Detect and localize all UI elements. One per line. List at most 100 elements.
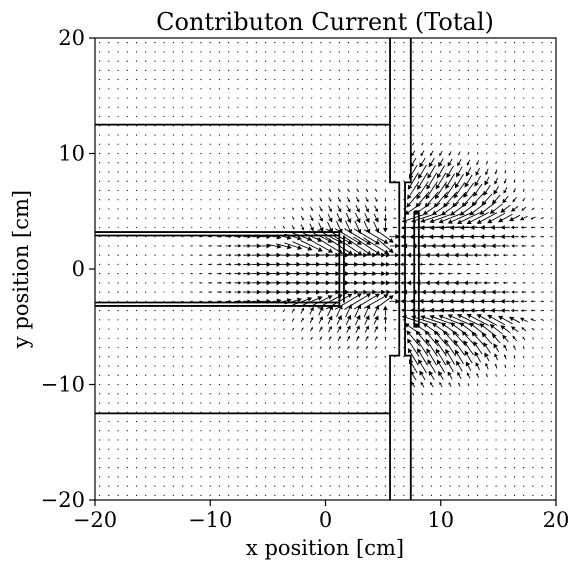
vector-arrow bbox=[403, 420, 405, 423]
vector-arrow bbox=[485, 168, 489, 176]
vector-arrow bbox=[283, 88, 285, 90]
vector-arrow bbox=[237, 115, 239, 118]
vector-arrow bbox=[135, 189, 138, 192]
vector-arrow bbox=[237, 189, 239, 192]
vector-arrow bbox=[108, 106, 110, 108]
vector-arrow bbox=[412, 402, 414, 404]
vector-arrow bbox=[218, 476, 221, 478]
vector-arrow bbox=[228, 356, 230, 358]
vector-arrow bbox=[99, 383, 101, 386]
vector-arrow bbox=[172, 115, 174, 118]
vector-arrow bbox=[389, 298, 400, 304]
vector-arrow bbox=[99, 393, 101, 395]
vector-arrow bbox=[392, 309, 397, 312]
vector-arrow bbox=[513, 69, 516, 71]
vector-arrow bbox=[163, 115, 165, 118]
vector-arrow bbox=[135, 97, 138, 99]
vector-arrow bbox=[384, 402, 387, 404]
vector-arrow bbox=[208, 281, 213, 284]
vector-arrow bbox=[301, 162, 304, 164]
vector-arrow bbox=[403, 467, 405, 469]
vector-arrow bbox=[504, 393, 506, 395]
vector-arrow bbox=[532, 69, 534, 71]
vector-arrow bbox=[337, 325, 342, 333]
vector-arrow bbox=[145, 309, 147, 312]
vector-arrow bbox=[264, 430, 267, 432]
vector-arrow bbox=[145, 467, 147, 469]
vector-arrow bbox=[117, 309, 119, 312]
vector-arrow bbox=[246, 420, 248, 423]
vector-arrow bbox=[172, 476, 174, 478]
vector-arrow bbox=[320, 494, 322, 496]
vector-arrow bbox=[520, 299, 527, 303]
vector-arrow bbox=[347, 420, 350, 423]
vector-arrow bbox=[347, 42, 350, 44]
vector-arrow bbox=[292, 162, 294, 164]
vector-arrow bbox=[338, 430, 340, 432]
vector-arrow bbox=[440, 411, 442, 413]
vector-arrow bbox=[99, 42, 101, 44]
vector-arrow bbox=[218, 309, 221, 312]
vector-arrow bbox=[126, 106, 128, 108]
vector-arrow bbox=[172, 199, 174, 201]
vector-arrow bbox=[486, 485, 488, 487]
x-tick-label: 10 bbox=[427, 508, 454, 532]
vector-arrow bbox=[292, 180, 294, 182]
vector-arrow bbox=[135, 88, 138, 90]
vector-arrow bbox=[338, 393, 340, 395]
vector-arrow bbox=[347, 457, 350, 460]
vector-arrow bbox=[135, 226, 138, 229]
vector-arrow bbox=[541, 411, 543, 413]
vector-arrow bbox=[172, 309, 174, 312]
vector-arrow bbox=[403, 42, 405, 44]
vector-arrow bbox=[117, 457, 119, 460]
vector-arrow bbox=[449, 430, 451, 432]
vector-arrow bbox=[154, 115, 156, 118]
vector-arrow bbox=[191, 346, 193, 349]
vector-arrow bbox=[99, 134, 101, 136]
vector-arrow bbox=[172, 263, 175, 265]
vector-arrow bbox=[264, 199, 267, 201]
vector-arrow bbox=[347, 134, 350, 136]
vector-arrow bbox=[200, 60, 202, 62]
vector-arrow bbox=[366, 42, 368, 44]
vector-arrow bbox=[273, 309, 276, 312]
vector-arrow bbox=[117, 365, 119, 367]
vector-arrow bbox=[550, 374, 552, 376]
vector-arrow bbox=[264, 374, 267, 376]
vector-arrow bbox=[406, 191, 421, 208]
vector-arrow bbox=[237, 430, 239, 432]
vector-arrow bbox=[366, 467, 368, 469]
vector-arrow bbox=[403, 476, 405, 478]
vector-arrow bbox=[320, 430, 322, 432]
vector-arrow bbox=[338, 171, 340, 173]
vector-arrow bbox=[364, 314, 370, 325]
vector-arrow bbox=[510, 225, 519, 230]
vector-arrow bbox=[274, 152, 276, 155]
vector-arrow bbox=[532, 420, 534, 423]
vector-arrow bbox=[394, 78, 396, 81]
vector-arrow bbox=[486, 115, 488, 118]
vector-arrow bbox=[449, 467, 451, 469]
vector-arrow bbox=[503, 354, 507, 360]
vector-arrow bbox=[338, 143, 340, 145]
vector-arrow bbox=[218, 180, 221, 182]
vector-arrow bbox=[530, 300, 536, 303]
vector-arrow bbox=[481, 289, 493, 295]
vector-arrow bbox=[200, 365, 202, 367]
vector-arrow bbox=[154, 143, 156, 145]
vector-arrow bbox=[237, 88, 239, 90]
vector-arrow bbox=[394, 143, 396, 145]
vector-arrow bbox=[99, 457, 101, 460]
vector-arrow bbox=[393, 208, 396, 210]
vector-arrow bbox=[394, 88, 396, 90]
vector-arrow bbox=[237, 402, 239, 404]
vector-arrow bbox=[493, 281, 500, 285]
vector-arrow bbox=[541, 106, 543, 108]
vector-arrow bbox=[467, 78, 470, 81]
vector-arrow bbox=[181, 402, 184, 404]
vector-arrow bbox=[301, 42, 304, 44]
vector-arrow bbox=[355, 196, 360, 203]
vector-arrow bbox=[329, 106, 331, 108]
vector-arrow bbox=[329, 355, 331, 358]
